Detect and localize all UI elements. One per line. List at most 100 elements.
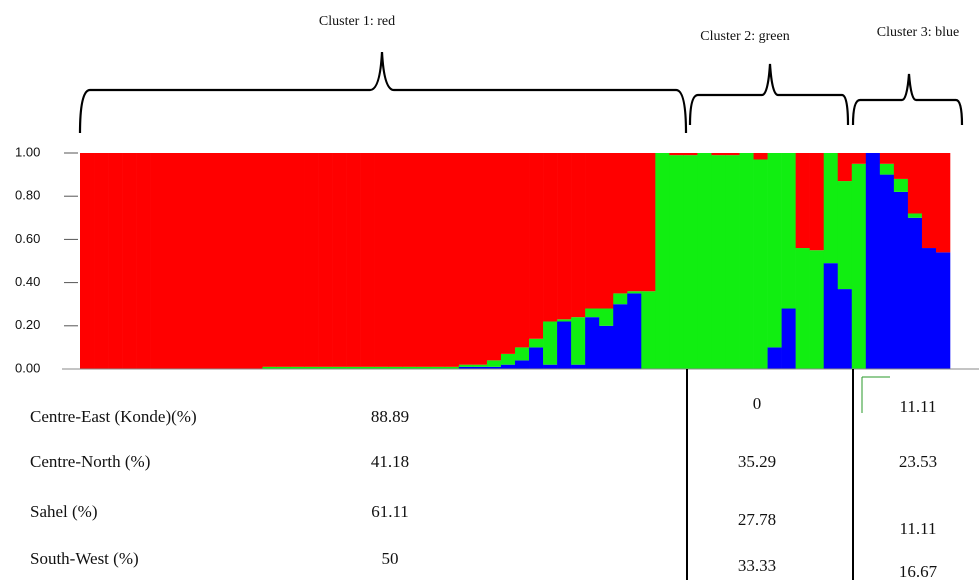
bar-segment	[627, 291, 642, 294]
bar-segment	[332, 153, 347, 367]
bar-segment	[851, 153, 867, 164]
bracket-2	[688, 63, 850, 126]
bar-segment	[865, 153, 881, 369]
bar-segment	[472, 153, 488, 365]
bar-segment	[935, 252, 951, 369]
bracket-1	[78, 51, 688, 134]
bar-segment	[879, 163, 895, 175]
bar-segment	[571, 317, 586, 365]
bar-segment	[921, 248, 937, 369]
bar-segment	[374, 366, 390, 369]
bar-segment	[557, 153, 572, 320]
bar-segment	[94, 153, 109, 369]
bar-segment	[472, 366, 488, 369]
cell: 35.29	[738, 452, 776, 471]
bar-segment	[262, 153, 277, 367]
bar-segment	[753, 159, 768, 369]
bar-segment	[795, 153, 810, 249]
cell: 33.33	[738, 556, 776, 575]
bar-segment	[599, 325, 614, 369]
y-tick-label: 0.20	[15, 317, 40, 332]
bar-segment	[655, 153, 670, 369]
cell: 11.11	[900, 519, 937, 538]
bar-segment	[332, 366, 347, 369]
plot: 0.00 0.20 0.40 0.60 0.80 1.00	[15, 144, 951, 375]
bar-segment	[416, 153, 432, 367]
row-label: Sahel (%)	[30, 502, 98, 521]
bar-segment	[304, 153, 319, 367]
row-label: South-West (%)	[30, 549, 139, 568]
bar-segment	[823, 263, 839, 369]
bar-segment	[571, 153, 586, 318]
brackets	[78, 51, 964, 134]
bar-segment	[430, 153, 446, 367]
bar-segment	[767, 347, 782, 369]
bar-segment	[80, 153, 95, 369]
bar-segment	[318, 366, 333, 369]
cell: 41.18	[371, 452, 409, 471]
bar-segment	[444, 366, 460, 369]
bar-segment	[711, 155, 726, 369]
cell: 16.67	[899, 562, 938, 580]
bar-segment	[430, 366, 446, 369]
bar-segment	[529, 153, 544, 339]
bar-segment	[837, 181, 853, 290]
bar-segment	[276, 153, 291, 367]
bar-segment	[458, 364, 474, 367]
bar-segment	[304, 366, 319, 369]
bar-segment	[206, 153, 221, 369]
bar-segment	[627, 293, 642, 369]
bar-segment	[515, 347, 530, 361]
bracket-3	[851, 73, 964, 126]
y-tick-label: 0.40	[15, 274, 40, 289]
bar-segment	[837, 289, 853, 369]
bar-segment	[585, 317, 600, 369]
bar-segment	[585, 153, 600, 309]
bar-segment	[613, 304, 628, 369]
bar-segment	[543, 153, 558, 322]
bar-segment	[725, 153, 740, 156]
bar-segment	[683, 153, 698, 156]
cell-border	[861, 376, 890, 413]
bar-segment	[641, 153, 656, 292]
row-label: Centre-North (%)	[30, 452, 150, 471]
bar-segment	[458, 366, 474, 369]
bar-segment	[557, 321, 572, 369]
bar-segment	[893, 153, 909, 179]
bar-segment	[515, 360, 530, 369]
bar-segment	[711, 153, 726, 156]
bar-segment	[220, 153, 235, 369]
bar-segment	[921, 153, 937, 249]
cluster-label: Cluster 2: green	[700, 29, 789, 44]
bar-segment	[360, 153, 375, 367]
bar-segment	[851, 163, 867, 369]
bar-segment	[458, 153, 474, 365]
bar-segment	[683, 155, 698, 369]
cell: 0	[753, 394, 762, 413]
bar-segment	[108, 153, 123, 369]
bar-segment	[136, 153, 151, 369]
bar-segment	[500, 153, 516, 354]
bar-segment	[753, 153, 768, 160]
bar-segment	[416, 366, 432, 369]
cell: 11.11	[900, 397, 937, 416]
cell: 50	[382, 549, 399, 568]
bar-segment	[879, 174, 895, 369]
bar-segment	[150, 153, 165, 369]
cell: 61.11	[371, 502, 409, 521]
bar-segment	[472, 364, 488, 367]
bar-segment	[557, 319, 572, 322]
bar-segment	[290, 153, 305, 367]
bar-segment	[529, 338, 544, 348]
bar-segment	[907, 217, 923, 369]
bar-segment	[781, 153, 796, 309]
bar-segment	[500, 364, 516, 369]
bar-segment	[276, 366, 291, 369]
bar-segment	[178, 153, 193, 369]
bar-segment	[613, 153, 628, 294]
cluster-label: Cluster 1: red	[319, 14, 395, 29]
row-label: Centre-East (Konde)(%)	[30, 407, 197, 426]
bar-segment	[234, 153, 249, 369]
bar-segment	[907, 153, 923, 214]
